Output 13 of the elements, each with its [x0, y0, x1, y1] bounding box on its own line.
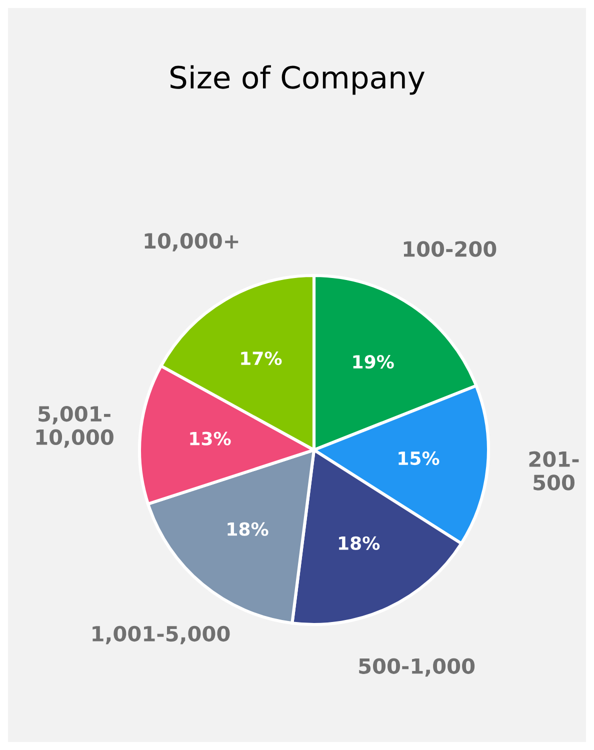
slice-label: 5,001- 10,000 [36, 406, 114, 448]
slice-label: 1,001-5,000 [92, 626, 230, 644]
slice-label: 201- 500 [529, 451, 579, 490]
data-label: 17% [241, 351, 282, 366]
data-label: 18% [228, 522, 268, 536]
slice-label: 100-200 [404, 241, 496, 257]
slice-label: 10,000+ [144, 233, 238, 252]
data-label: 18% [339, 536, 380, 550]
slice-label: 500-1,000 [359, 658, 475, 677]
data-label: 13% [190, 432, 231, 446]
data-label: 15% [398, 451, 440, 466]
chart-title: Size of Company [170, 65, 425, 95]
data-label: 19% [353, 354, 394, 369]
